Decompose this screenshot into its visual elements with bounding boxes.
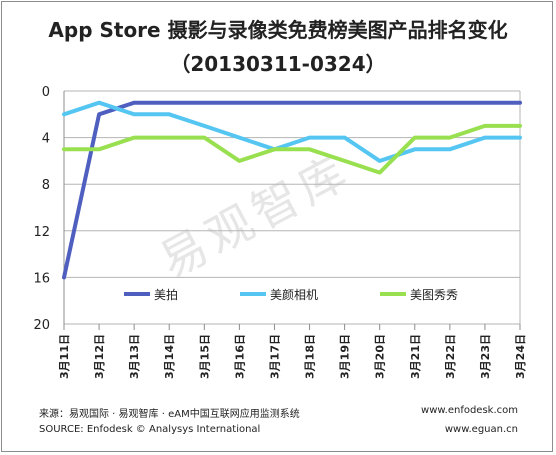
y-tick-label: 16 bbox=[33, 271, 50, 286]
source-url-eguan: www.eguan.cn bbox=[444, 424, 518, 435]
y-tick-label: 12 bbox=[33, 225, 50, 240]
y-tick-label: 20 bbox=[33, 318, 50, 333]
chart-subtitle: （20130311-0324） bbox=[170, 52, 386, 76]
x-tick-label: 3月22日 bbox=[444, 334, 457, 379]
x-tick-label: 3月18日 bbox=[304, 334, 317, 379]
x-tick-label: 3月11日 bbox=[58, 334, 71, 379]
x-tick-label: 3月12日 bbox=[93, 334, 106, 379]
source-url-enfodesk: www.enfodesk.com bbox=[421, 405, 518, 416]
x-tick-label: 3月13日 bbox=[128, 334, 141, 379]
y-tick-label: 4 bbox=[42, 132, 50, 147]
series-line bbox=[62, 123, 522, 175]
x-tick-label: 3月19日 bbox=[339, 334, 352, 379]
source-cn: 来源：易观国际 · 易观智库 · eAM中国互联网应用监测系统 bbox=[39, 409, 300, 420]
x-tick-label: 3月21日 bbox=[409, 334, 422, 379]
x-tick-label: 3月15日 bbox=[198, 334, 211, 379]
y-tick-label: 8 bbox=[42, 178, 50, 193]
chart-title: App Store 摄影与录像类免费榜美图产品排名变化 bbox=[48, 18, 508, 42]
legend-label: 美颜相机 bbox=[270, 287, 318, 302]
source-en: SOURCE: Enfodesk © Analysys Internationa… bbox=[39, 424, 261, 435]
x-tick-label: 3月20日 bbox=[374, 334, 387, 379]
series-line bbox=[62, 100, 522, 163]
x-tick-label: 3月14日 bbox=[163, 334, 176, 379]
x-tick-label: 3月17日 bbox=[268, 334, 281, 379]
x-tick-label: 3月16日 bbox=[233, 334, 246, 379]
legend-label: 美拍 bbox=[154, 287, 178, 302]
x-tick-label: 3月23日 bbox=[479, 334, 492, 379]
series-line bbox=[62, 100, 522, 280]
x-tick-label: 3月24日 bbox=[514, 334, 527, 379]
y-tick-label: 0 bbox=[42, 85, 50, 100]
legend-label: 美图秀秀 bbox=[410, 288, 458, 302]
